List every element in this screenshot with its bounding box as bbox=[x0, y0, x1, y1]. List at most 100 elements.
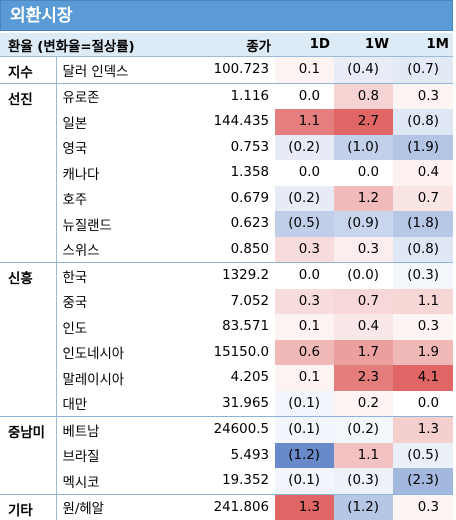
change-d1: 1.1 bbox=[275, 109, 334, 135]
header-label: 환율 (변화율=절상률) bbox=[0, 33, 160, 57]
close-value: 4.205 bbox=[160, 365, 275, 391]
change-m1: (0.7) bbox=[393, 57, 453, 84]
change-d1: 0.3 bbox=[275, 237, 334, 263]
currency-name: 대만 bbox=[56, 391, 160, 417]
group-label: 선진 bbox=[0, 83, 56, 263]
change-d1: 0.1 bbox=[275, 365, 334, 391]
change-m1: 0.3 bbox=[393, 494, 453, 520]
change-m1: 1.9 bbox=[393, 340, 453, 366]
change-d1: 0.6 bbox=[275, 340, 334, 366]
change-w1: 0.4 bbox=[334, 314, 393, 340]
change-m1: (0.3) bbox=[393, 263, 453, 289]
change-w1: 0.8 bbox=[334, 83, 393, 109]
close-value: 241.806 bbox=[160, 494, 275, 520]
currency-name: 호주 bbox=[56, 186, 160, 212]
change-w1: 0.3 bbox=[334, 237, 393, 263]
change-d1: 0.1 bbox=[275, 57, 334, 84]
close-value: 144.435 bbox=[160, 109, 275, 135]
close-value: 15150.0 bbox=[160, 340, 275, 366]
close-value: 24600.5 bbox=[160, 417, 275, 443]
change-m1: (1.9) bbox=[393, 135, 453, 161]
change-w1: (1.2) bbox=[334, 494, 393, 520]
close-value: 83.571 bbox=[160, 314, 275, 340]
change-d1: (0.2) bbox=[275, 186, 334, 212]
currency-name: 원/헤알 bbox=[56, 494, 160, 520]
change-d1: (1.2) bbox=[275, 443, 334, 469]
currency-name: 중국 bbox=[56, 289, 160, 315]
change-w1: 0.0 bbox=[334, 160, 393, 186]
currency-name: 영국 bbox=[56, 135, 160, 161]
change-w1: 0.7 bbox=[334, 289, 393, 315]
change-d1: (0.1) bbox=[275, 417, 334, 443]
change-d1: 0.1 bbox=[275, 314, 334, 340]
change-w1: 2.7 bbox=[334, 109, 393, 135]
change-w1: (0.2) bbox=[334, 417, 393, 443]
close-value: 1.358 bbox=[160, 160, 275, 186]
group-label: 신흥 bbox=[0, 263, 56, 417]
currency-name: 브라질 bbox=[56, 443, 160, 469]
group-label: 중남미 bbox=[0, 417, 56, 495]
currency-name: 멕시코 bbox=[56, 468, 160, 494]
change-w1: 1.1 bbox=[334, 443, 393, 469]
change-d1: 0.0 bbox=[275, 160, 334, 186]
change-m1: (0.8) bbox=[393, 237, 453, 263]
change-m1: (2.3) bbox=[393, 468, 453, 494]
close-value: 31.965 bbox=[160, 391, 275, 417]
change-m1: 1.1 bbox=[393, 289, 453, 315]
change-m1: 0.4 bbox=[393, 160, 453, 186]
change-d1: (0.1) bbox=[275, 391, 334, 417]
change-m1: (1.8) bbox=[393, 211, 453, 237]
currency-name: 베트남 bbox=[56, 417, 160, 443]
change-w1: 1.7 bbox=[334, 340, 393, 366]
currency-name: 인도네시아 bbox=[56, 340, 160, 366]
group-label: 지수 bbox=[0, 57, 56, 84]
header-row: 환율 (변화율=절상률) 종가 1D 1W 1M bbox=[0, 33, 453, 57]
change-d1: 0.3 bbox=[275, 289, 334, 315]
close-value: 0.623 bbox=[160, 211, 275, 237]
header-1m: 1M bbox=[393, 33, 453, 57]
group-label: 기타 bbox=[0, 494, 56, 520]
currency-name: 뉴질랜드 bbox=[56, 211, 160, 237]
change-w1: (1.0) bbox=[334, 135, 393, 161]
change-m1: 0.3 bbox=[393, 83, 453, 109]
currency-name: 인도 bbox=[56, 314, 160, 340]
change-m1: 1.3 bbox=[393, 417, 453, 443]
currency-name: 일본 bbox=[56, 109, 160, 135]
close-value: 0.679 bbox=[160, 186, 275, 212]
change-w1: (0.4) bbox=[334, 57, 393, 84]
currency-name: 스위스 bbox=[56, 237, 160, 263]
currency-name: 캐나다 bbox=[56, 160, 160, 186]
change-w1: (0.3) bbox=[334, 468, 393, 494]
change-d1: (0.5) bbox=[275, 211, 334, 237]
currency-name: 달러 인덱스 bbox=[56, 57, 160, 84]
close-value: 0.850 bbox=[160, 237, 275, 263]
change-d1: (0.2) bbox=[275, 135, 334, 161]
change-m1: 0.3 bbox=[393, 314, 453, 340]
close-value: 1329.2 bbox=[160, 263, 275, 289]
change-d1: (0.1) bbox=[275, 468, 334, 494]
close-value: 7.052 bbox=[160, 289, 275, 315]
close-value: 1.116 bbox=[160, 83, 275, 109]
change-w1: (0.0) bbox=[334, 263, 393, 289]
change-m1: 4.1 bbox=[393, 365, 453, 391]
change-w1: 2.3 bbox=[334, 365, 393, 391]
panel-title: 외환시장 bbox=[0, 0, 453, 31]
close-value: 19.352 bbox=[160, 468, 275, 494]
